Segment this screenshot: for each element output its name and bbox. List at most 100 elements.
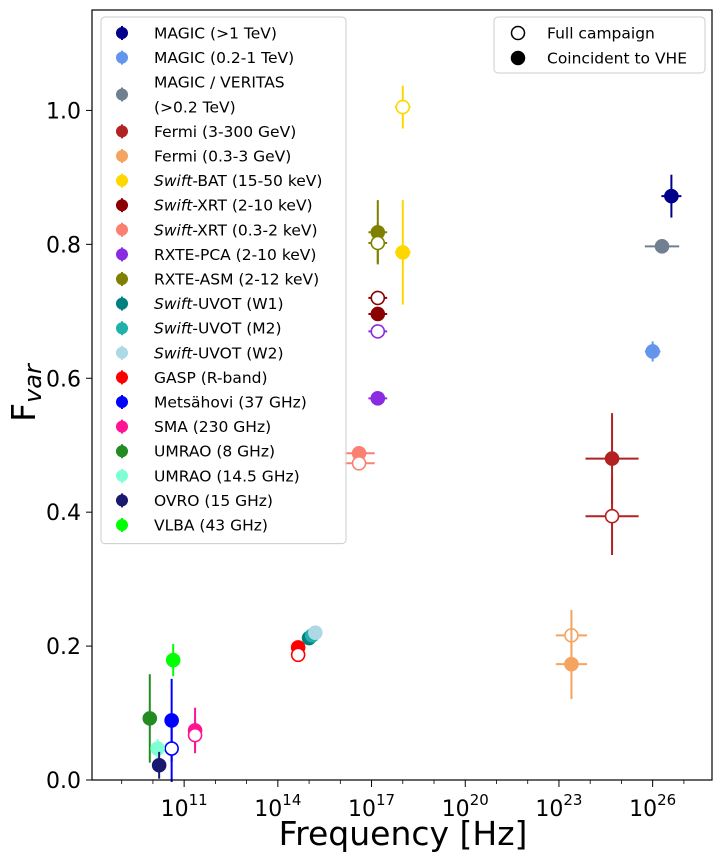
legend-marker — [116, 27, 128, 39]
legend-marker — [116, 420, 128, 433]
legend-label: UMRAO (14.5 GHz) — [154, 467, 300, 485]
filled-point — [142, 711, 158, 726]
series-4 — [555, 609, 588, 699]
filled-point — [645, 344, 660, 359]
legend-marker — [116, 346, 128, 359]
x-tick-label: 1014 — [254, 791, 301, 822]
open-point — [604, 508, 620, 524]
legend-label: Fermi (3-300 GeV) — [154, 123, 296, 141]
open-point — [290, 647, 306, 663]
y-tick-label: 0.8 — [46, 233, 81, 258]
legend-box — [100, 16, 347, 545]
axes: 0.0 0.2 0.4 0.6 0.8 1.0 1011 1014 1017 1020 1023 10… — [46, 9, 713, 822]
legend-label: MAGIC (0.2-1 TeV) — [154, 49, 294, 67]
marker-legend: Full campaign Coincident to VHE — [493, 16, 706, 74]
series-legend: MAGIC (>1 TeV) MAGIC (0.2-1 TeV) MAGIC / V… — [100, 16, 347, 545]
series-17 — [150, 739, 165, 758]
series-12 — [308, 625, 323, 640]
series-6 — [368, 290, 388, 322]
legend-label: RXTE-PCA (2-10 keV) — [154, 246, 316, 264]
legend-label: Swift-BAT (15-50 keV) — [154, 172, 322, 190]
filled-point — [654, 239, 670, 254]
series-15 — [187, 707, 203, 754]
legend-marker — [116, 88, 128, 101]
legend-label: RXTE-ASM (2-12 keV) — [154, 271, 319, 289]
legend-label: Swift-XRT (2-10 keV) — [154, 197, 313, 215]
legend-marker — [116, 125, 128, 138]
x-tick-label: 1017 — [348, 791, 395, 822]
filled-point — [150, 741, 165, 756]
legend-label: MAGIC (>1 TeV) — [154, 25, 277, 43]
open-point — [395, 99, 411, 115]
series-13 — [290, 640, 306, 663]
y-tick-label: 0.6 — [46, 367, 81, 392]
filled-point — [151, 757, 167, 773]
filled-point — [604, 451, 620, 466]
series-19 — [165, 644, 181, 677]
open-point — [187, 727, 203, 743]
legend-label: GASP (R-band) — [154, 369, 268, 387]
legend-marker — [116, 199, 128, 212]
legend-marker — [116, 223, 128, 236]
legend-marker — [116, 51, 128, 64]
legend-marker — [116, 297, 128, 310]
series-7 — [343, 445, 375, 471]
series-8 — [368, 324, 388, 406]
series-1 — [644, 341, 661, 362]
marker-legend-label: Coincident to VHE — [547, 50, 687, 68]
y-tick-label: 0.0 — [46, 769, 81, 794]
x-tick-label: 1020 — [442, 791, 489, 822]
legend-label: Swift-UVOT (M2) — [154, 320, 282, 338]
open-point — [370, 290, 386, 306]
marker-legend-open — [510, 25, 526, 41]
legend-label: Swift-UVOT (W2) — [154, 344, 284, 362]
legend-marker — [116, 322, 128, 335]
legend-label: SMA (230 GHz) — [154, 418, 271, 436]
x-tick-label: 1011 — [161, 791, 208, 822]
filled-point — [370, 306, 386, 322]
legend-label: (>0.2 TeV) — [154, 98, 236, 116]
y-axis-label: Fvar — [4, 362, 47, 422]
filled-point — [370, 391, 386, 406]
open-point — [164, 741, 179, 756]
plot-frame — [91, 9, 713, 781]
open-point — [351, 455, 367, 471]
x-tick-label: 1026 — [629, 791, 676, 822]
legend-marker — [116, 248, 128, 261]
marker-legend-label: Full campaign — [547, 25, 655, 43]
y-tick-label: 0.4 — [46, 501, 81, 526]
legend-marker — [116, 174, 128, 187]
series-0 — [661, 174, 682, 218]
open-point — [370, 235, 386, 251]
legend-marker — [116, 519, 128, 531]
legend-marker — [116, 371, 128, 384]
y-tick-label: 1.0 — [46, 99, 81, 124]
series-3 — [585, 413, 639, 556]
series-14 — [164, 678, 179, 783]
filled-point — [395, 245, 411, 260]
series-9 — [368, 200, 388, 265]
series-5 — [394, 85, 411, 305]
filled-point — [564, 656, 579, 672]
data-marks — [142, 85, 682, 783]
legend-marker — [116, 494, 128, 507]
legend-label: MAGIC / VERITAS — [154, 74, 285, 92]
marker-legend-box — [493, 16, 706, 74]
x-axis-label: Frequency [Hz] — [279, 814, 528, 853]
legend-marker — [116, 273, 128, 285]
legend-label: Swift-XRT (0.3-2 keV) — [154, 221, 318, 239]
filled-point — [165, 652, 181, 668]
legend-label: Metsähovi (37 GHz) — [154, 394, 307, 412]
series-2 — [644, 239, 680, 254]
marker-legend-filled — [510, 50, 526, 66]
legend-label: UMRAO (8 GHz) — [154, 443, 275, 461]
series-16 — [142, 674, 158, 763]
legend-label: Fermi (0.3-3 GeV) — [154, 148, 291, 166]
filled-point — [664, 188, 679, 204]
legend-label: Swift-UVOT (W1) — [154, 295, 284, 313]
legend-label: OVRO (15 GHz) — [154, 492, 273, 510]
x-tick-label: 1023 — [535, 791, 582, 822]
y-tick-label: 0.2 — [46, 635, 81, 660]
legend-label: VLBA (43 GHz) — [154, 517, 268, 535]
